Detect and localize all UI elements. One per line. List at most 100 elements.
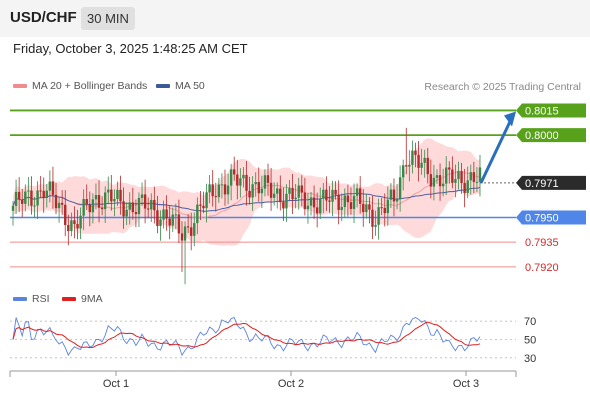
candle-body <box>205 192 208 209</box>
candle-body <box>349 202 353 209</box>
candle-body <box>67 224 70 232</box>
candle-body <box>294 197 297 200</box>
candle-body <box>51 181 55 195</box>
chart-header: USD/CHF 30 MIN <box>0 0 590 37</box>
candle-body <box>128 202 131 210</box>
candle-body <box>466 180 469 193</box>
candle-body <box>478 167 482 182</box>
candle-body <box>457 171 460 180</box>
candle-body <box>426 157 429 175</box>
candle-body <box>193 223 196 236</box>
candle-body <box>398 177 402 199</box>
candle-body <box>438 175 442 187</box>
candle-body <box>389 189 393 200</box>
candle-body <box>322 189 325 199</box>
candle-body <box>39 190 42 192</box>
level-label-support: 0.7935 <box>525 237 559 249</box>
candle-body <box>358 188 362 204</box>
candle-body <box>266 175 270 183</box>
candle-body <box>257 182 260 194</box>
candle-body <box>236 174 239 186</box>
candle-body <box>134 212 138 215</box>
candle-body <box>331 189 334 202</box>
level-tag-pivot <box>516 210 586 225</box>
candle-body <box>70 220 73 232</box>
candle-body <box>180 233 184 241</box>
legend-9ma: 9MA <box>62 293 103 305</box>
candle-body <box>122 201 125 217</box>
candle-body <box>199 204 202 206</box>
legend-rsi-label: RSI <box>32 293 50 305</box>
rsi-ma9-line <box>12 321 481 349</box>
candle-body <box>159 219 162 226</box>
candle-body <box>279 188 282 203</box>
timeframe-button[interactable]: 30 MIN <box>81 7 135 30</box>
candle-body <box>24 191 27 204</box>
candle-body <box>82 199 85 216</box>
candle-body <box>137 197 141 215</box>
candle-body <box>334 189 337 195</box>
candle-body <box>472 172 476 182</box>
candle-body <box>463 183 466 193</box>
candle-body <box>251 184 254 198</box>
candle-body <box>460 171 463 184</box>
candle-body <box>79 215 82 229</box>
candle-body <box>269 182 273 198</box>
candle-body <box>432 177 436 187</box>
candle-body <box>88 204 92 213</box>
legend-9ma-swatch <box>62 297 76 302</box>
candle-body <box>401 165 405 178</box>
candle-body <box>355 188 359 196</box>
legend-ma-bb-label: MA 20 + Bollinger Bands <box>32 80 148 92</box>
candle-body <box>226 185 230 195</box>
legend-rsi: RSI <box>13 293 50 305</box>
legend-ma50-swatch <box>156 84 170 89</box>
candle-body <box>288 188 291 194</box>
level-label-current: 0.7971 <box>525 178 559 190</box>
candle-body <box>17 191 21 200</box>
candle-body <box>97 195 101 208</box>
candle-body <box>417 154 420 168</box>
candle-body <box>405 165 408 167</box>
candle-body <box>103 192 107 210</box>
forecast-arrow-head <box>504 111 516 127</box>
level-tag-resistance <box>516 128 586 143</box>
candles-layer <box>11 127 482 285</box>
candle-body <box>451 169 454 183</box>
candle-body <box>285 193 288 209</box>
candle-body <box>162 209 165 220</box>
candle-body <box>27 190 30 192</box>
candle-body <box>196 204 199 224</box>
legend-ma-bb-swatch <box>13 84 27 89</box>
candle-body <box>315 207 319 214</box>
candle-body <box>454 179 457 183</box>
candle-body <box>165 209 168 219</box>
candle-body <box>94 195 98 200</box>
candle-body <box>119 189 122 202</box>
candle-body <box>214 196 217 198</box>
candle-body <box>125 209 128 217</box>
x-tick-label: Oct 1 <box>103 378 129 390</box>
candle-body <box>131 202 135 213</box>
candle-body <box>183 226 187 241</box>
level-tag-current <box>516 175 586 190</box>
candle-body <box>64 204 67 225</box>
level-label-pivot: 0.7950 <box>525 212 559 224</box>
rsi-tick-label: 50 <box>524 335 536 347</box>
candle-body <box>300 185 304 193</box>
candle-body <box>411 150 414 165</box>
rsi-tick-label: 70 <box>524 316 536 328</box>
candle-body <box>260 188 264 194</box>
candle-body <box>309 197 313 206</box>
legend-9ma-label: 9MA <box>81 293 103 305</box>
candle-body <box>146 208 150 210</box>
candle-body <box>100 207 104 210</box>
candle-body <box>168 218 171 226</box>
candle-body <box>420 162 423 168</box>
candle-body <box>297 185 300 198</box>
candle-body <box>91 199 95 213</box>
rsi-tick-label: 30 <box>524 353 536 365</box>
candle-body <box>429 174 433 187</box>
candle-body <box>143 194 147 209</box>
